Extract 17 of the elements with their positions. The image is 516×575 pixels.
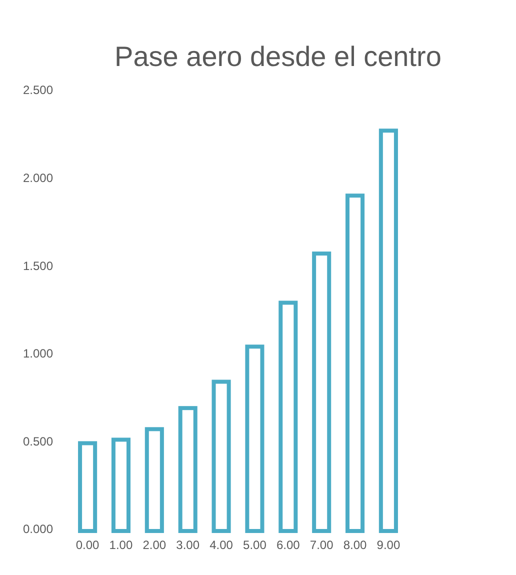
x-tick-label: 0.00: [76, 538, 100, 552]
x-tick-label: 6.00: [276, 538, 300, 552]
y-tick-label: 0.500: [22, 434, 54, 448]
chart-title: Pase aero desde el centro: [114, 41, 442, 72]
x-tick-label: 8.00: [343, 538, 368, 552]
x-tick-label: 7.00: [310, 538, 334, 552]
y-tick-label: 0.000: [22, 522, 54, 536]
x-tick-label: 3.00: [176, 538, 200, 552]
y-tick-label: 2.500: [22, 83, 54, 98]
x-tick-label: 9.00: [376, 538, 400, 552]
x-tick-label: 1.00: [109, 538, 133, 552]
x-tick-label: 5.00: [243, 538, 267, 552]
y-tick-label: 1.000: [22, 346, 54, 361]
x-tick-label: 4.00: [210, 538, 234, 552]
x-tick-label: 2.00: [142, 538, 166, 552]
y-tick-label: 2.000: [22, 171, 54, 185]
y-tick-label: 1.500: [22, 258, 54, 273]
